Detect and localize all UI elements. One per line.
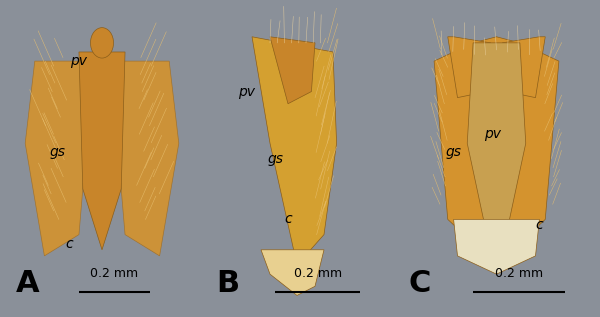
Text: 0.2 mm: 0.2 mm: [91, 267, 139, 280]
Text: B: B: [216, 269, 239, 299]
Text: gs: gs: [446, 146, 461, 159]
Polygon shape: [112, 61, 179, 256]
Polygon shape: [434, 37, 559, 265]
Text: 0.2 mm: 0.2 mm: [293, 267, 342, 280]
Polygon shape: [502, 37, 545, 98]
Text: pv: pv: [238, 85, 255, 99]
Polygon shape: [448, 37, 491, 98]
Text: pv: pv: [70, 54, 88, 68]
Ellipse shape: [91, 28, 113, 58]
Text: A: A: [16, 269, 39, 299]
Polygon shape: [25, 61, 92, 256]
Text: c: c: [536, 218, 543, 232]
Text: C: C: [409, 269, 431, 299]
Polygon shape: [79, 52, 125, 250]
Text: pv: pv: [484, 127, 501, 141]
Text: gs: gs: [268, 152, 283, 165]
Text: c: c: [284, 212, 292, 226]
Polygon shape: [467, 43, 526, 250]
Text: gs: gs: [50, 146, 66, 159]
Polygon shape: [261, 250, 324, 295]
Polygon shape: [454, 219, 539, 274]
Text: 0.2 mm: 0.2 mm: [495, 267, 543, 280]
Polygon shape: [252, 37, 337, 265]
Polygon shape: [270, 37, 315, 104]
Text: c: c: [65, 237, 73, 251]
